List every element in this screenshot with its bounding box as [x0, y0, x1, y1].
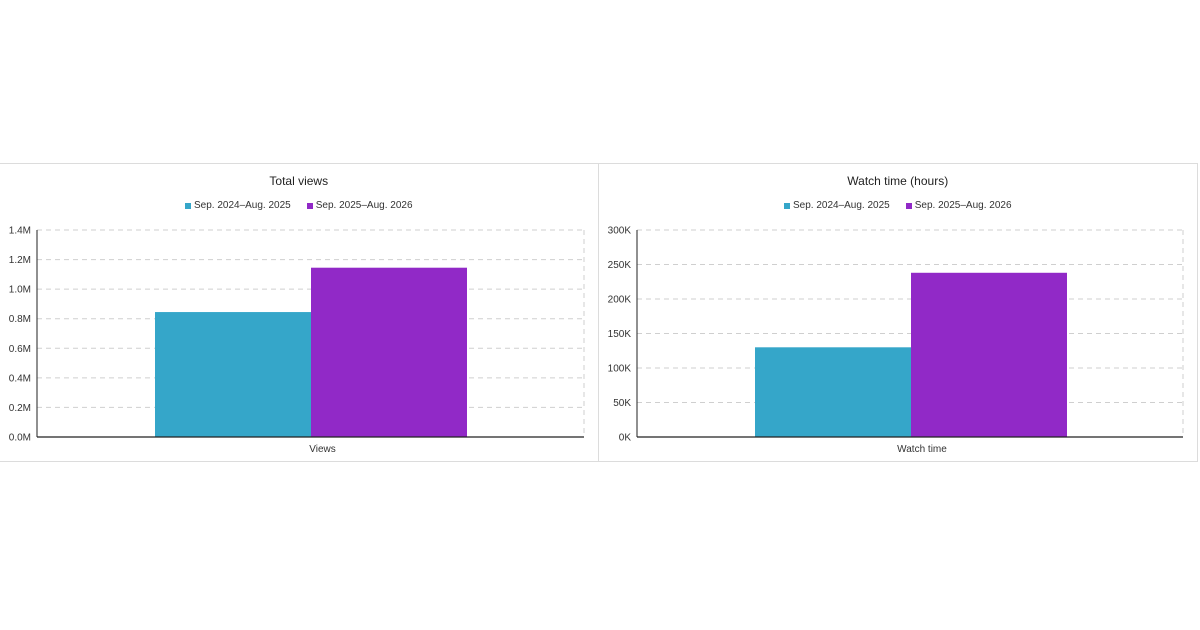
legend-item-series-1[interactable]: Sep. 2024–Aug. 2025 [783, 200, 890, 211]
y-tick-label: 50K [613, 398, 631, 409]
bar-series-2 [910, 272, 1067, 437]
bar-series-1 [754, 347, 911, 437]
y-tick-label: 150K [607, 329, 631, 340]
chart-title: Watch time (hours) [847, 174, 949, 188]
legend-swatch [905, 202, 912, 209]
chart-legend: Sep. 2024–Aug. 2025 Sep. 2025–Aug. 2026 [599, 200, 1198, 211]
y-tick-label: 100K [607, 364, 631, 375]
y-tick-label: 0.6M [9, 344, 31, 355]
watch-time-chart-panel: Watch time (hours) Sep. 2024–Aug. 2025 S… [599, 164, 1198, 461]
y-tick-label: 300K [607, 226, 631, 237]
legend-swatch [783, 202, 790, 209]
legend-swatch [306, 202, 313, 209]
watch-time-bar-chart: 0K 50K 100K 150K 200K 250K 300K Watch time [607, 226, 1183, 455]
x-category-label: Views [309, 444, 336, 455]
chart-legend: Sep. 2024–Aug. 2025 Sep. 2025–Aug. 2026 [0, 200, 598, 211]
y-tick-label: 250K [607, 260, 631, 271]
views-bar-chart: 0.0M 0.2M 0.4M 0.6M 0.8M 1.0M 1.2M 1.4M Views [9, 226, 585, 455]
y-tick-label: 0.2M [9, 403, 31, 414]
chart-title: Total views [269, 174, 329, 188]
x-category-label: Watch time [897, 444, 947, 455]
legend-label: Sep. 2024–Aug. 2025 [792, 200, 890, 211]
y-tick-label: 0K [618, 433, 631, 444]
legend-item-series-2[interactable]: Sep. 2025–Aug. 2026 [905, 200, 1012, 211]
legend-item-series-1[interactable]: Sep. 2024–Aug. 2025 [184, 200, 291, 211]
y-tick-label: 0.4M [9, 373, 31, 384]
legend-label: Sep. 2025–Aug. 2026 [315, 200, 413, 211]
y-tick-label: 200K [607, 295, 631, 306]
bar-series-1 [155, 312, 311, 437]
legend-item-series-2[interactable]: Sep. 2025–Aug. 2026 [306, 200, 413, 211]
bar-series-2 [311, 267, 467, 437]
legend-swatch [184, 202, 191, 209]
y-tick-label: 1.4M [9, 226, 31, 237]
y-tick-label: 1.2M [9, 255, 31, 266]
y-tick-label: 0.8M [9, 314, 31, 325]
legend-label: Sep. 2024–Aug. 2025 [193, 200, 291, 211]
views-chart-panel: Total views Sep. 2024–Aug. 2025 Sep. 202… [0, 164, 599, 461]
charts-container: Total views Sep. 2024–Aug. 2025 Sep. 202… [0, 163, 1198, 462]
y-tick-label: 0.0M [9, 433, 31, 444]
y-tick-label: 1.0M [9, 285, 31, 296]
legend-label: Sep. 2025–Aug. 2026 [914, 200, 1012, 211]
